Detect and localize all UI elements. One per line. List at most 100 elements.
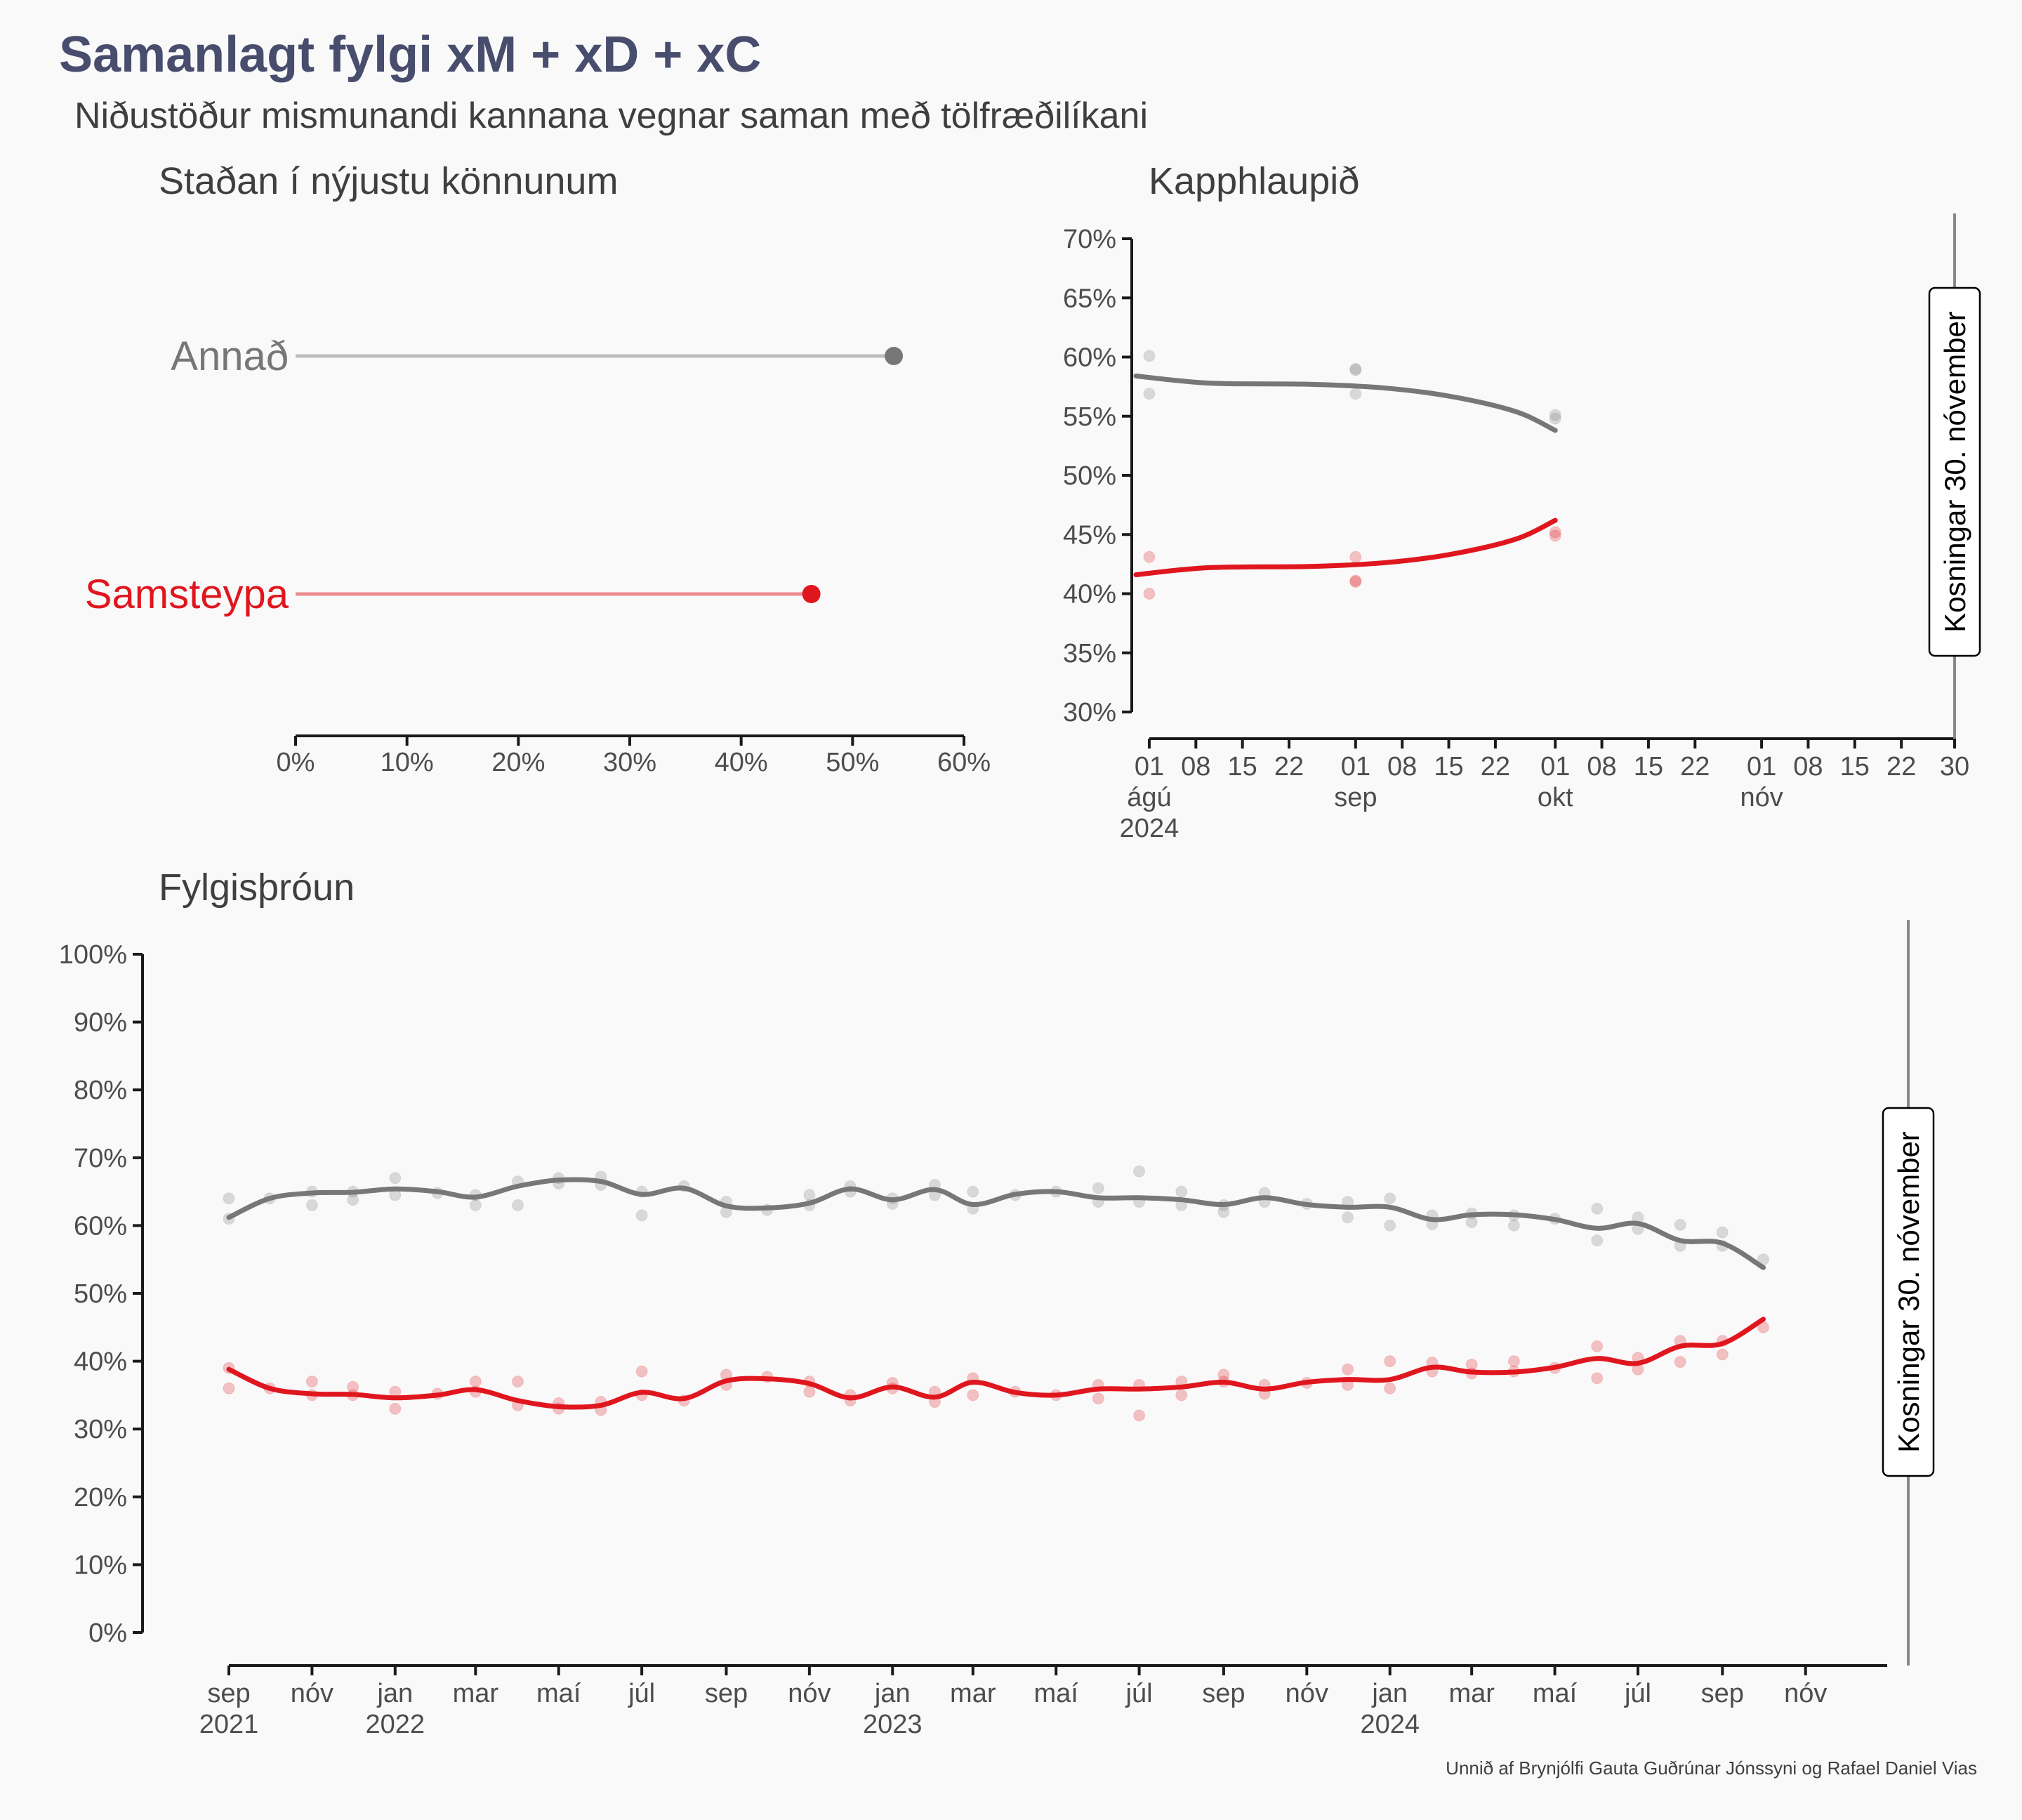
poll-point-samsteypa (1384, 1355, 1396, 1368)
poll-point-samsteypa (1175, 1389, 1188, 1402)
election-label: Kosningar 30. nóvember (1938, 311, 1971, 633)
race-panel: Kapphlaupið 30% 35% 40% 45% 50% 55% 60% 65% 70% 0… (1063, 160, 1981, 843)
poll-point-samsteypa (1465, 1358, 1478, 1371)
poll-point-samsteypa (305, 1376, 318, 1388)
x-tick-label: 20% (491, 748, 545, 777)
poll-point-annad (1716, 1226, 1729, 1239)
poll-point-samsteypa (1342, 1363, 1354, 1376)
poll-point-annad (1133, 1165, 1146, 1178)
poll-point-annad (1143, 350, 1156, 362)
x-tick-label: 01 (1747, 752, 1776, 782)
poll-point-annad (1384, 1219, 1396, 1232)
x-tick-label: sep (1701, 1679, 1744, 1708)
x-tick-label: maí (1033, 1679, 1078, 1708)
poll-point-samsteypa (1349, 550, 1362, 563)
lollipop-point-annad (885, 347, 904, 365)
x-tick-label: 40% (715, 748, 768, 777)
x-tick-label: mar (1448, 1679, 1495, 1708)
x-tick-label: 22 (1274, 752, 1304, 782)
x-tick-label: júl (628, 1679, 655, 1708)
poll-point-samsteypa (1092, 1392, 1104, 1405)
poll-point-samsteypa (1591, 1372, 1604, 1385)
poll-point-samsteypa (1349, 576, 1362, 588)
poll-point-samsteypa (1143, 588, 1156, 600)
credit-caption: Unnið af Brynjólfi Gauta Guðrúnar Jónssy… (1446, 1758, 1977, 1779)
poll-point-annad (511, 1199, 524, 1211)
x-tick-label: 60% (937, 748, 991, 777)
trend-title: Fylgisþróun (159, 866, 355, 909)
category-label-samsteypa: Samsteypa (85, 572, 289, 617)
race-title: Kapphlaupið (1149, 160, 1359, 202)
y-tick-label: 0% (88, 1618, 127, 1648)
y-tick-label: 65% (1063, 284, 1116, 313)
y-tick-label: 45% (1063, 520, 1116, 550)
trend-panel: Fylgisþróun 0% 10% 20% 30% 40% 50% 60% 70% 80% 90… (59, 866, 1935, 1739)
poll-point-samsteypa (1507, 1355, 1520, 1368)
poll-point-annad (967, 1185, 979, 1198)
x-tick-label: nóv (1784, 1679, 1827, 1708)
poll-point-annad (1349, 364, 1362, 376)
election-label-box (1928, 286, 1981, 657)
x-tick-label: sep (207, 1679, 250, 1708)
x-tick-month-label: sep (1334, 783, 1377, 812)
x-tick-label: 08 (1587, 752, 1616, 782)
trend-line-samsteypa (1133, 517, 1558, 578)
x-tick-label: 08 (1793, 752, 1823, 782)
x-tick-label: 01 (1540, 752, 1570, 782)
x-tick-year-label: 2024 (1360, 1710, 1420, 1739)
poll-point-annad (1507, 1219, 1520, 1232)
x-tick-label: 15 (1228, 752, 1257, 782)
x-tick-label: jan (1371, 1679, 1408, 1708)
trend-line-samsteypa (226, 1317, 1766, 1410)
poll-point-annad (1591, 1202, 1604, 1215)
x-tick-label: mar (453, 1679, 499, 1708)
x-tick-label: nóv (788, 1679, 831, 1708)
poll-point-samsteypa (803, 1385, 816, 1398)
lollipop-point-samsteypa (802, 585, 821, 603)
poll-point-samsteypa (967, 1389, 979, 1402)
poll-point-samsteypa (389, 1402, 402, 1415)
poll-point-samsteypa (1549, 526, 1561, 539)
x-tick-label: jan (874, 1679, 911, 1708)
poll-point-annad (305, 1199, 318, 1211)
poll-point-annad (1549, 409, 1561, 421)
y-tick-label: 10% (74, 1550, 127, 1580)
x-tick-label: maí (536, 1679, 581, 1708)
poll-point-samsteypa (1349, 574, 1362, 587)
x-tick-label: 10% (381, 748, 434, 777)
x-tick-label: 01 (1135, 752, 1164, 782)
poll-point-samsteypa (1674, 1356, 1686, 1369)
x-tick-year-label: 2023 (863, 1710, 923, 1739)
poll-point-samsteypa (1549, 529, 1561, 542)
x-tick-label: 15 (1434, 752, 1463, 782)
latest-polls-panel: Staðan í nýjustu könnunum Annað Samsteypa… (85, 160, 991, 777)
election-label-group: Kosningar 30. nóvember (1928, 286, 1981, 657)
poll-point-annad (803, 1189, 816, 1201)
poll-point-annad (635, 1209, 648, 1222)
x-tick-label: mar (950, 1679, 996, 1708)
x-tick-label: 30 (1940, 752, 1969, 782)
election-label-box (1882, 1107, 1935, 1477)
poll-point-annad (1342, 1211, 1354, 1224)
trend-line-annad (226, 1177, 1766, 1270)
y-tick-label: 20% (74, 1483, 127, 1512)
x-tick-label: nóv (291, 1679, 333, 1708)
y-tick-label: 60% (1063, 343, 1116, 373)
x-tick-year-label: 2021 (199, 1710, 259, 1739)
x-tick-label: 22 (1680, 752, 1710, 782)
y-tick-label: 40% (1063, 580, 1116, 609)
y-tick-label: 90% (74, 1008, 127, 1038)
election-label-group: Kosningar 30. nóvember (1882, 1107, 1935, 1477)
x-tick-label: 30% (603, 748, 656, 777)
category-label-annad: Annað (171, 334, 289, 379)
poll-point-samsteypa (1716, 1348, 1729, 1361)
poll-point-annad (1175, 1185, 1188, 1198)
poll-point-samsteypa (1133, 1409, 1146, 1422)
y-tick-label: 100% (59, 940, 127, 970)
x-tick-label: 01 (1341, 752, 1370, 782)
poll-point-annad (469, 1199, 482, 1211)
x-tick-label: 15 (1634, 752, 1663, 782)
poll-point-annad (1674, 1218, 1686, 1231)
y-tick-label: 30% (1063, 698, 1116, 727)
poll-point-annad (1143, 388, 1156, 400)
